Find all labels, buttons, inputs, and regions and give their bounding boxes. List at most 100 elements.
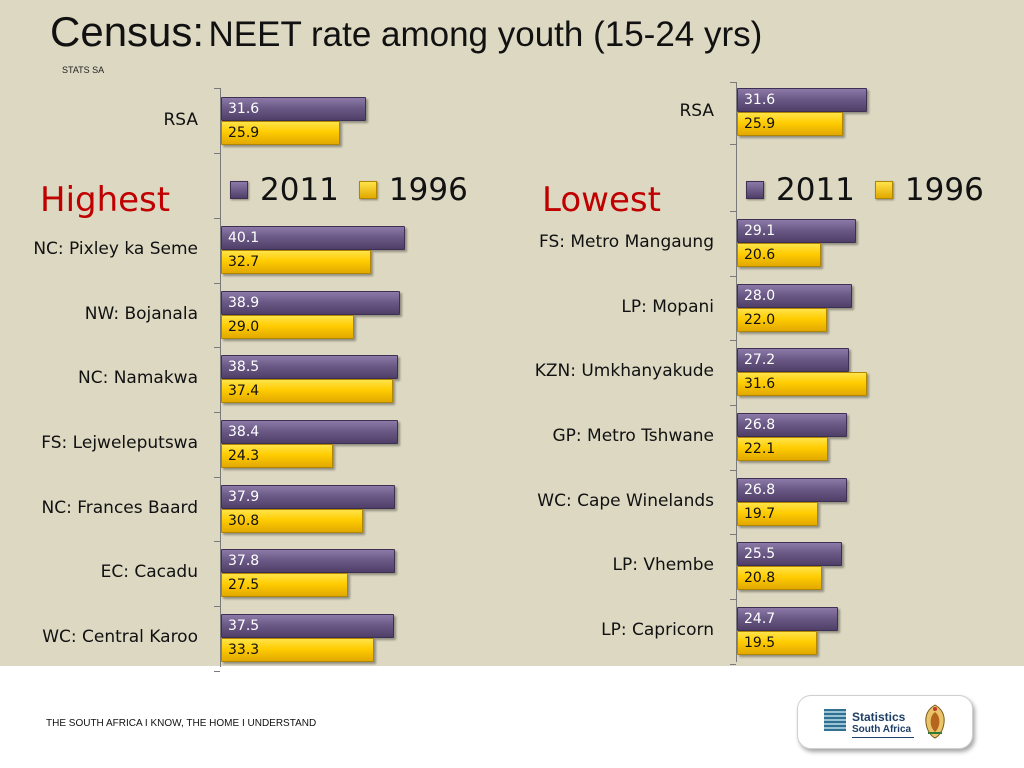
axis-tick xyxy=(730,664,736,665)
title-main: NEET rate among youth (15-24 yrs) xyxy=(208,15,763,54)
data-label-1996: 27.5 xyxy=(228,577,260,594)
data-label-1996: 25.9 xyxy=(744,116,776,132)
bar-1996 xyxy=(737,437,828,461)
axis-tick xyxy=(214,347,220,348)
data-label-2011: 31.6 xyxy=(228,101,260,117)
bar-2011 xyxy=(737,348,849,373)
y-axis-line xyxy=(220,88,221,667)
category-label: LP: Vhembe xyxy=(612,555,714,576)
axis-tick xyxy=(730,276,736,277)
org-label: STATS SA xyxy=(62,65,105,75)
data-label-1996: 33.3 xyxy=(228,642,260,659)
page-title: Census: NEET rate among youth (15-24 yrs… xyxy=(50,8,762,56)
bar-1996 xyxy=(737,372,867,397)
category-label: LP: Mopani xyxy=(621,296,714,317)
reference-label: RSA xyxy=(163,110,198,130)
category-label: WC: Cape Winelands xyxy=(537,490,714,511)
data-label-2011: 25.5 xyxy=(744,546,776,563)
data-label-1996: 20.6 xyxy=(744,247,776,263)
category-label: EC: Cacadu xyxy=(100,562,198,583)
bar-1996 xyxy=(737,631,817,656)
data-label-2011: 38.9 xyxy=(228,294,260,311)
bar-1996 xyxy=(221,121,341,145)
bar-2011 xyxy=(221,226,406,250)
logo-line-1: Statistics xyxy=(852,710,906,724)
data-label-2011: 38.5 xyxy=(228,359,260,376)
legend: 2011 1996 xyxy=(230,172,468,208)
legend-swatch-2011 xyxy=(746,181,764,199)
bar-2011 xyxy=(737,283,852,308)
data-label-2011: 26.8 xyxy=(744,481,776,498)
bar-1996 xyxy=(221,638,375,663)
category-label: FS: Metro Mangaung xyxy=(538,232,714,252)
category-label: WC: Central Karoo xyxy=(42,627,198,648)
data-label-1996: 24.3 xyxy=(228,448,260,464)
data-label-1996: 19.5 xyxy=(744,635,776,652)
bar-2011 xyxy=(221,484,396,509)
axis-tick xyxy=(730,470,736,471)
data-label-1996: 25.9 xyxy=(228,125,260,141)
bar-1996 xyxy=(221,508,363,533)
legend: 2011 1996 xyxy=(746,172,984,208)
category-label: NC: Pixley ka Seme xyxy=(33,239,198,259)
data-label-1996: 31.6 xyxy=(744,376,776,393)
data-label-2011: 28.0 xyxy=(744,287,776,304)
axis-tick xyxy=(730,340,736,341)
bar-1996 xyxy=(737,501,818,526)
bar-1996 xyxy=(221,250,372,274)
category-label: NW: Bojanala xyxy=(84,303,198,324)
data-label-1996: 22.0 xyxy=(744,311,776,328)
bar-1996 xyxy=(737,566,823,591)
axis-tick xyxy=(214,671,220,672)
bar-2011 xyxy=(737,88,867,112)
data-label-2011: 40.1 xyxy=(228,230,260,246)
category-label: FS: Lejweleputswa xyxy=(41,433,198,453)
legend-swatch-2011 xyxy=(230,181,248,199)
data-label-1996: 30.8 xyxy=(228,512,260,529)
axis-tick xyxy=(214,477,220,478)
legend-swatch-1996 xyxy=(358,181,377,199)
logo-line-2: South Africa xyxy=(852,724,912,735)
data-label-2011: 27.2 xyxy=(744,352,776,369)
bar-1996 xyxy=(221,444,333,468)
title-prefix: Census: xyxy=(50,8,205,55)
category-label: NC: Frances Baard xyxy=(41,497,199,518)
legend-label-1996: 1996 xyxy=(904,172,984,208)
axis-tick xyxy=(730,599,736,600)
stats-sa-logo: Statistics South Africa xyxy=(797,695,973,749)
axis-tick xyxy=(214,606,220,607)
axis-tick xyxy=(214,541,220,542)
data-label-2011: 24.7 xyxy=(744,611,776,628)
data-label-1996: 20.8 xyxy=(744,570,776,587)
axis-tick xyxy=(214,283,220,284)
bar-2011 xyxy=(221,549,395,574)
axis-tick xyxy=(730,211,736,212)
category-label: KZN: Umkhanyakude xyxy=(534,361,714,382)
bar-2011 xyxy=(737,542,842,567)
data-label-1996: 29.0 xyxy=(228,318,260,335)
bar-2011 xyxy=(737,219,857,243)
data-label-1996: 19.7 xyxy=(744,505,776,522)
legend-label-2011: 2011 xyxy=(260,172,339,208)
bar-2011 xyxy=(221,290,400,315)
bar-2011 xyxy=(221,355,399,380)
bar-1996 xyxy=(221,573,348,598)
bar-1996 xyxy=(221,314,355,339)
bar-2011 xyxy=(221,97,367,121)
bar-1996 xyxy=(221,379,394,404)
bar-1996 xyxy=(737,112,844,136)
axis-tick xyxy=(730,144,736,145)
data-label-1996: 22.1 xyxy=(744,441,776,457)
category-label: GP: Metro Tshwane xyxy=(552,426,714,446)
bar-2011 xyxy=(737,413,847,437)
axis-tick xyxy=(214,88,220,89)
data-label-2011: 37.8 xyxy=(228,553,260,570)
bar-2011 xyxy=(737,607,839,632)
data-label-2011: 37.5 xyxy=(228,618,260,635)
logo-rule xyxy=(852,737,914,738)
reference-label: RSA xyxy=(679,101,714,121)
section-label: Lowest xyxy=(542,180,661,220)
data-label-1996: 32.7 xyxy=(228,254,260,270)
axis-tick xyxy=(730,82,736,83)
legend-label-2011: 2011 xyxy=(776,172,855,208)
